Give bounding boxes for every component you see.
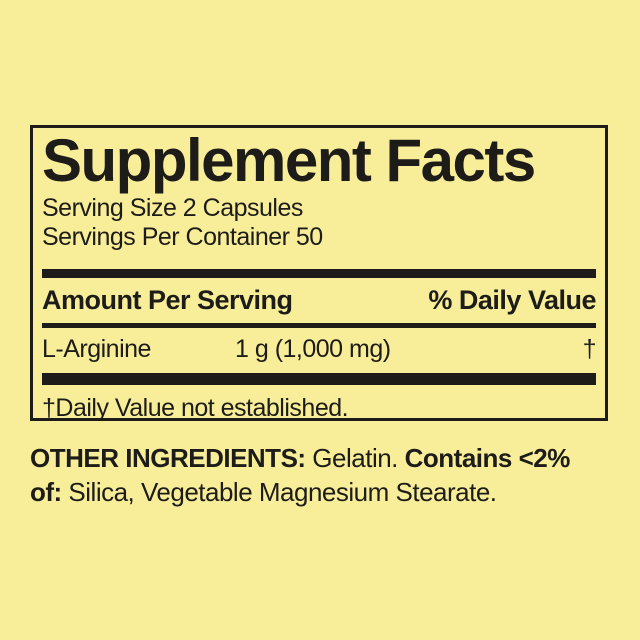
nutrient-daily-value-dagger: † xyxy=(582,335,597,363)
separator-bar-header xyxy=(42,323,596,328)
daily-value-footnote: †Daily Value not established. xyxy=(42,394,349,422)
panel-title: Supplement Facts xyxy=(42,127,536,194)
contains-text: Silica, Vegetable Magnesium Stearate. xyxy=(61,477,497,507)
contains-label-part1: Contains <2% xyxy=(404,443,571,473)
other-ingredients-text: Gelatin. xyxy=(305,443,405,473)
nutrient-amount: 1 g (1,000 mg) xyxy=(235,335,391,363)
separator-bar-bottom xyxy=(42,373,596,385)
nutrient-name: L-Arginine xyxy=(42,335,151,363)
amount-per-serving-header: Amount Per Serving xyxy=(42,285,293,315)
column-header-row: Amount Per Serving % Daily Value xyxy=(42,278,596,323)
contains-label-part2: of: xyxy=(30,477,62,507)
serving-size: Serving Size 2 Capsules xyxy=(42,194,303,222)
percent-daily-value-header: % Daily Value xyxy=(428,285,596,315)
other-ingredients-label: OTHER INGREDIENTS: xyxy=(30,443,306,473)
other-ingredients: OTHER INGREDIENTS: Gelatin. Contains <2%… xyxy=(30,441,615,509)
supplement-facts-panel: Supplement Facts Serving Size 2 Capsules… xyxy=(30,125,608,422)
separator-bar-top xyxy=(42,269,596,278)
nutrient-row: L-Arginine 1 g (1,000 mg) † xyxy=(42,328,597,373)
servings-per-container: Servings Per Container 50 xyxy=(42,223,323,251)
